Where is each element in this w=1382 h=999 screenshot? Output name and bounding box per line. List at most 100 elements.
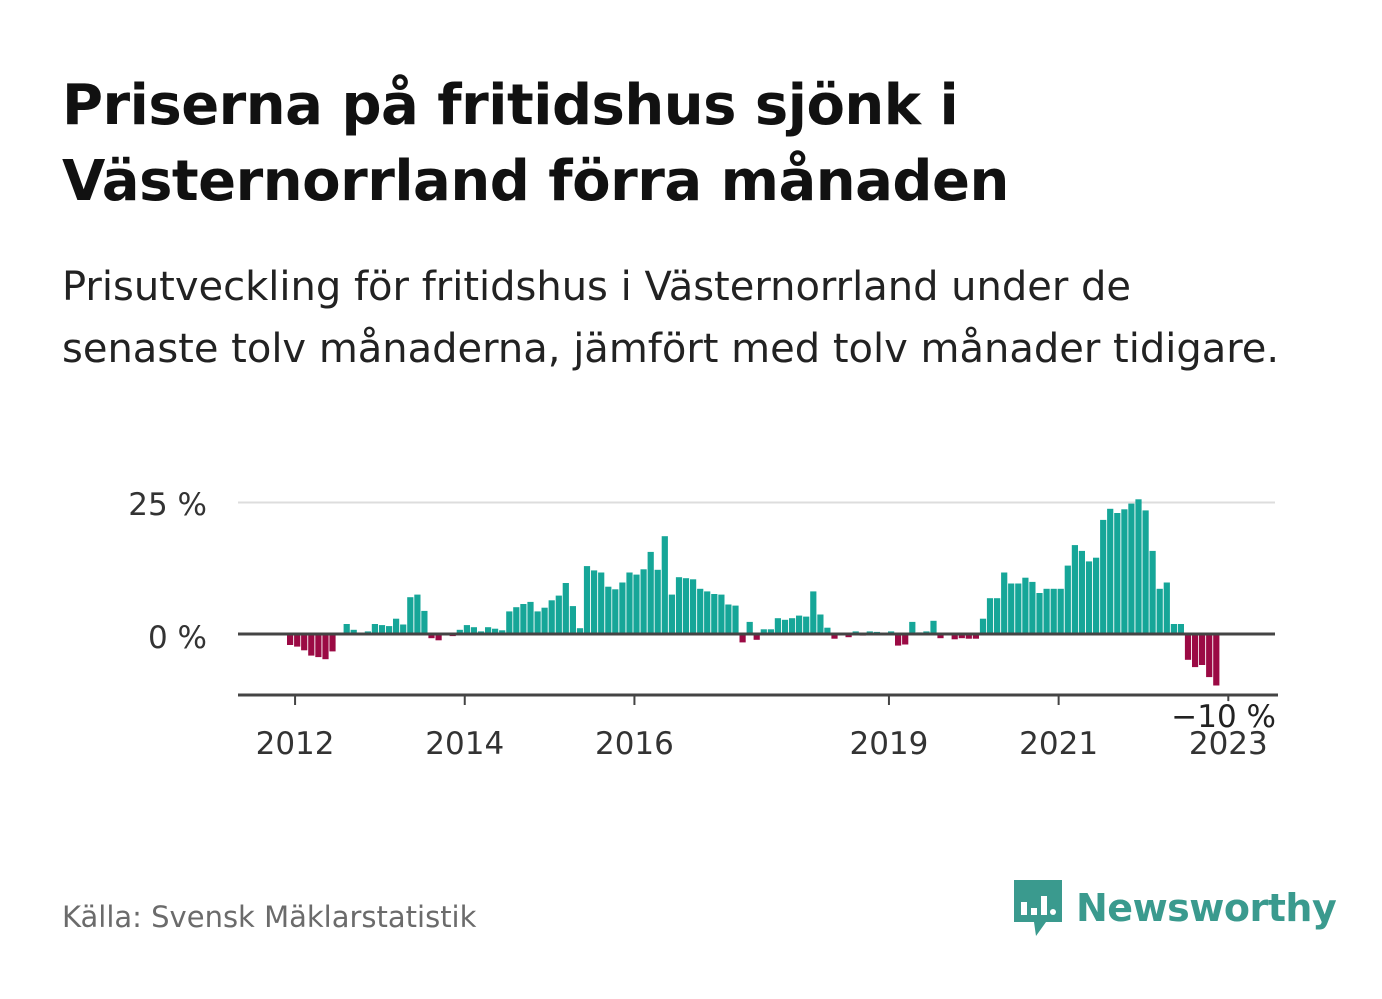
bar: [400, 624, 407, 634]
bar: [1184, 634, 1192, 660]
bar: [520, 604, 527, 634]
x-tick-label: 2019: [849, 726, 928, 762]
bar: [463, 625, 470, 634]
bar: [591, 570, 598, 634]
bar: [781, 619, 789, 634]
bar: [562, 583, 569, 634]
bar: [492, 628, 499, 634]
bar: [930, 620, 937, 634]
bar: [1078, 550, 1085, 634]
bar: [760, 629, 767, 634]
bar: [845, 634, 852, 638]
bar: [513, 607, 520, 634]
x-tick-label: 2023: [1189, 726, 1268, 762]
newsworthy-logo: Newsworthy: [1012, 878, 1337, 938]
bar: [810, 591, 817, 634]
bar: [817, 614, 824, 634]
bar: [583, 566, 591, 634]
bar: [1142, 510, 1149, 634]
bar: [315, 634, 322, 658]
bar: [640, 569, 647, 634]
bar: [534, 611, 541, 634]
bar: [725, 604, 732, 634]
bar: [456, 629, 463, 634]
newsworthy-chat-chart-icon: [1014, 880, 1062, 936]
bar: [902, 634, 909, 645]
bar: [598, 572, 605, 634]
bar: [308, 634, 315, 656]
bar: [1170, 624, 1177, 634]
bar: [619, 582, 626, 634]
bar: [1163, 582, 1170, 634]
bar: [661, 536, 668, 634]
bar: [654, 569, 661, 634]
bar: [711, 594, 718, 634]
bar: [428, 634, 435, 639]
bar-chart: 25 % 0 % 2012 2014 2016 2019 2021 2023 −10 %: [128, 487, 1279, 762]
last-value-annotation: −10 %: [1171, 699, 1276, 735]
bar: [555, 595, 562, 634]
bar: [965, 634, 972, 639]
bar: [668, 594, 675, 634]
bar: [1149, 550, 1156, 634]
bar: [682, 578, 690, 634]
y-tick-labels: 25 % 0 %: [128, 487, 207, 656]
bar: [1199, 634, 1206, 665]
bar: [329, 634, 336, 652]
bar: [732, 605, 739, 634]
bar: [1135, 499, 1142, 634]
bar: [1192, 634, 1199, 668]
bar: [746, 621, 753, 634]
bar: [1107, 508, 1114, 634]
bar: [393, 618, 400, 634]
bar: [626, 572, 633, 634]
bar: [301, 634, 308, 651]
bar: [343, 624, 350, 634]
bar: [774, 618, 781, 634]
bar: [1100, 519, 1107, 634]
bar: [704, 591, 711, 634]
bar: [979, 618, 987, 634]
bar: [322, 634, 329, 660]
bar: [690, 579, 697, 634]
bars: [287, 499, 1220, 686]
bar: [647, 551, 654, 634]
bar: [485, 627, 492, 634]
bar: [1114, 513, 1121, 634]
bar: [1128, 503, 1135, 634]
bar: [371, 624, 378, 634]
bar: [1001, 572, 1008, 634]
bar: [1121, 509, 1128, 634]
bar: [958, 634, 965, 639]
bar: [287, 634, 294, 645]
bar: [895, 634, 902, 646]
bar: [1064, 565, 1071, 634]
bar: [1093, 557, 1100, 634]
bar: [824, 627, 831, 634]
bar: [414, 594, 421, 634]
y-tick-label-0: 0 %: [148, 620, 207, 656]
bar: [548, 600, 555, 634]
bar: [499, 630, 506, 634]
bar: [541, 607, 548, 634]
x-tick-label: 2016: [595, 726, 674, 762]
bar: [937, 634, 944, 639]
bar: [1008, 583, 1015, 634]
brand-name: Newsworthy: [1076, 886, 1337, 930]
bar: [506, 611, 513, 634]
bar: [675, 577, 683, 634]
bar: [1206, 634, 1213, 678]
bar: [753, 634, 760, 640]
bar: [972, 634, 979, 639]
chart-title: Priserna på fritidshus sjönk i Västernor…: [62, 73, 1009, 214]
y-tick-label-25: 25 %: [128, 487, 207, 523]
bar: [909, 621, 916, 634]
source-note: Källa: Svensk Mäklarstatistik: [62, 900, 477, 934]
x-tick-label: 2012: [256, 726, 335, 762]
bar: [386, 626, 393, 634]
bar: [1156, 588, 1163, 634]
bar: [294, 634, 301, 647]
bar: [576, 628, 584, 634]
x-tick-label: 2014: [425, 726, 504, 762]
x-axis: 2012 2014 2016 2019 2021 2023: [256, 695, 1268, 762]
